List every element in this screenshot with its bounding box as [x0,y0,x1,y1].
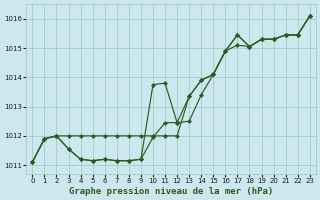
X-axis label: Graphe pression niveau de la mer (hPa): Graphe pression niveau de la mer (hPa) [69,187,273,196]
